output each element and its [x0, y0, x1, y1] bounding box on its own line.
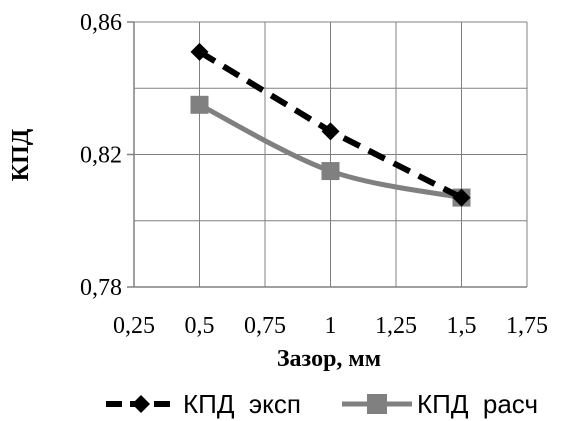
series-layer [190, 42, 471, 207]
tick-labels: 0,78 0,82 0,86 0,25 0,5 0,75 1 1,25 1,5 1,75 [80, 10, 548, 339]
x-tick-label: 1,25 [375, 313, 417, 339]
data-point-calc [190, 95, 209, 114]
legend-label-calc: КПД расч [417, 389, 538, 419]
legend-item-exp: КПД эксп [106, 389, 301, 419]
legend-label-exp: КПД эксп [183, 389, 301, 419]
y-tick-label: 0,86 [80, 10, 122, 36]
y-axis-title: КПД [8, 128, 34, 181]
x-axis-title: Зазор, мм [277, 346, 381, 372]
x-tick-label: 0,5 [185, 313, 215, 339]
data-point-exp [452, 188, 471, 207]
y-tick-label: 0,78 [80, 275, 122, 301]
legend-marker-calc [367, 394, 387, 414]
x-tick-label: 0,25 [113, 313, 155, 339]
series-exp [190, 42, 471, 207]
x-tick-label: 1,5 [447, 313, 477, 339]
data-point-calc [321, 162, 340, 181]
data-point-exp [321, 122, 340, 141]
axes [127, 21, 527, 288]
x-tick-label: 1,75 [506, 313, 548, 339]
data-point-exp [190, 42, 209, 61]
legend: КПД эксп КПД расч [106, 389, 538, 419]
y-tick-label: 0,82 [80, 143, 122, 169]
x-tick-label: 1 [325, 313, 337, 339]
legend-item-calc: КПД расч [342, 389, 538, 419]
x-tick-label: 0,75 [244, 313, 286, 339]
grid [133, 21, 528, 288]
legend-marker-exp [132, 395, 150, 413]
